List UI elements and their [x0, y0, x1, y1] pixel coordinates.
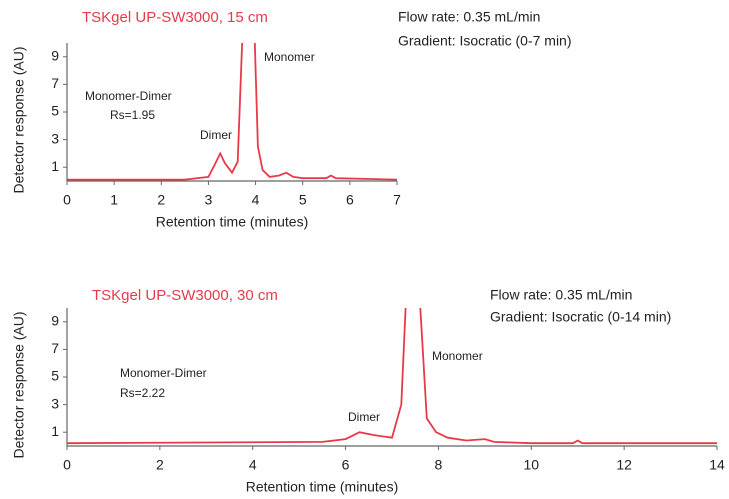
annotation: Monomer-Dimer	[85, 89, 172, 103]
y-tick-label: 9	[51, 313, 59, 329]
y-axis-label: Detector response (AU)	[11, 46, 27, 193]
x-tick-label: 2	[157, 192, 165, 208]
x-axis-label: Retention time (minutes)	[156, 214, 309, 230]
y-tick-label: 3	[51, 395, 59, 411]
chart-title: TSKgel UP-SW3000, 15 cm	[82, 9, 268, 26]
y-tick-label: 5	[51, 368, 59, 384]
annotation: Monomer	[432, 349, 483, 363]
annotation: Flow rate: 0.35 mL/min	[490, 287, 632, 303]
y-tick-label: 1	[51, 158, 59, 174]
x-tick-label: 8	[435, 457, 443, 473]
annotation: Monomer-Dimer	[120, 366, 207, 380]
x-tick-label: 14	[709, 457, 725, 473]
annotation: Dimer	[200, 128, 232, 142]
y-tick-label: 7	[51, 340, 59, 356]
x-tick-label: 2	[156, 457, 164, 473]
annotation: Rs=1.95	[110, 108, 155, 122]
x-tick-label: 10	[523, 457, 539, 473]
x-tick-label: 7	[393, 192, 401, 208]
x-tick-label: 12	[616, 457, 632, 473]
x-tick-label: 4	[249, 457, 257, 473]
y-tick-label: 5	[51, 103, 59, 119]
x-tick-label: 0	[63, 192, 71, 208]
x-tick-label: 6	[342, 457, 350, 473]
x-tick-label: 6	[346, 192, 354, 208]
data-line	[67, 308, 717, 445]
x-axis-label: Retention time (minutes)	[246, 479, 399, 495]
chart-title: TSKgel UP-SW3000, 30 cm	[92, 287, 278, 304]
y-tick-label: 3	[51, 130, 59, 146]
y-tick-label: 9	[51, 48, 59, 64]
x-tick-label: 0	[63, 457, 71, 473]
x-tick-label: 4	[252, 192, 260, 208]
x-tick-label: 3	[205, 192, 213, 208]
x-tick-label: 5	[299, 192, 307, 208]
x-tick-label: 1	[110, 192, 118, 208]
y-tick-label: 7	[51, 75, 59, 91]
annotation: Monomer	[264, 50, 315, 64]
y-axis-label: Detector response (AU)	[11, 311, 27, 458]
annotation: Dimer	[348, 410, 380, 424]
y-tick-label: 1	[51, 423, 59, 439]
annotation: Flow rate: 0.35 mL/min	[398, 9, 540, 25]
annotation: Gradient: Isocratic (0-14 min)	[490, 309, 671, 325]
annotation: Gradient: Isocratic (0-7 min)	[398, 33, 572, 49]
data-line	[67, 43, 397, 181]
annotation: Rs=2.22	[120, 386, 165, 400]
